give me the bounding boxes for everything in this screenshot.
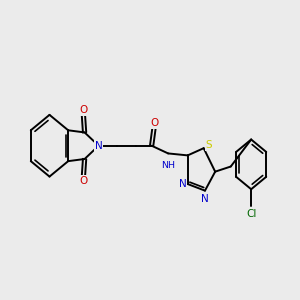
Text: Cl: Cl xyxy=(246,209,256,219)
Text: O: O xyxy=(79,105,87,115)
Text: O: O xyxy=(79,176,87,186)
Text: NH: NH xyxy=(161,161,175,170)
Text: N: N xyxy=(95,141,103,151)
Text: O: O xyxy=(151,118,159,128)
Text: N: N xyxy=(179,179,187,189)
Text: N: N xyxy=(201,194,209,204)
Text: S: S xyxy=(206,140,212,150)
